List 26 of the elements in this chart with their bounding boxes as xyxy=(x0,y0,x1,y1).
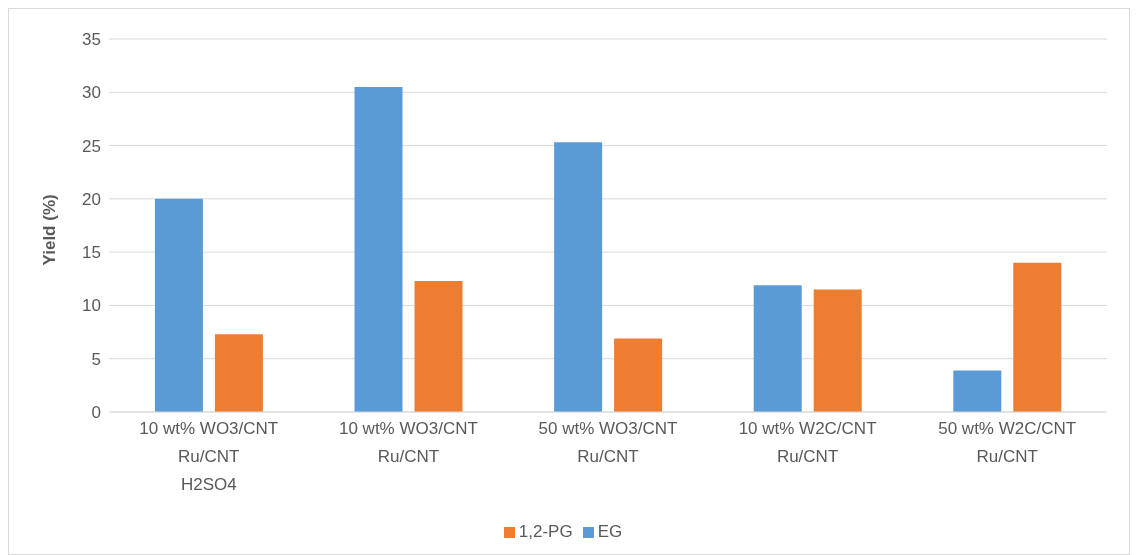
bar xyxy=(753,285,802,412)
x-tick-label: 50 wt% WO3/CNT Ru/CNT xyxy=(538,419,678,466)
bar xyxy=(414,280,463,412)
legend-label: EG xyxy=(597,522,623,541)
bar xyxy=(354,86,403,412)
y-tick-label: 30 xyxy=(82,83,101,103)
bar xyxy=(813,289,862,412)
bar xyxy=(554,142,603,412)
x-tick-label: 10 wt% WO3/CNT Ru/CNT H2SO4 xyxy=(139,419,279,494)
y-tick-label: 5 xyxy=(91,349,101,369)
y-tick-label: 10 xyxy=(82,296,101,316)
bar xyxy=(953,370,1002,412)
bar xyxy=(214,334,263,412)
y-tick-label: 20 xyxy=(82,189,101,209)
bar xyxy=(154,198,203,412)
y-tick-label: 0 xyxy=(91,403,101,423)
x-tick-label: 10 wt% WO3/CNT Ru/CNT xyxy=(338,419,478,466)
y-tick-label: 35 xyxy=(82,30,101,50)
y-tick-label: 15 xyxy=(82,243,101,263)
x-tick-label: 50 wt% W2C/CNT Ru/CNT xyxy=(938,419,1077,466)
bar xyxy=(614,338,663,412)
x-tick-label: 10 wt% W2C/CNT Ru/CNT xyxy=(738,419,877,466)
legend-label: 1,2-PG xyxy=(518,522,573,541)
y-tick-label: 25 xyxy=(82,136,101,156)
bar xyxy=(1013,262,1062,412)
y-axis-title: Yield (%) xyxy=(40,194,60,266)
